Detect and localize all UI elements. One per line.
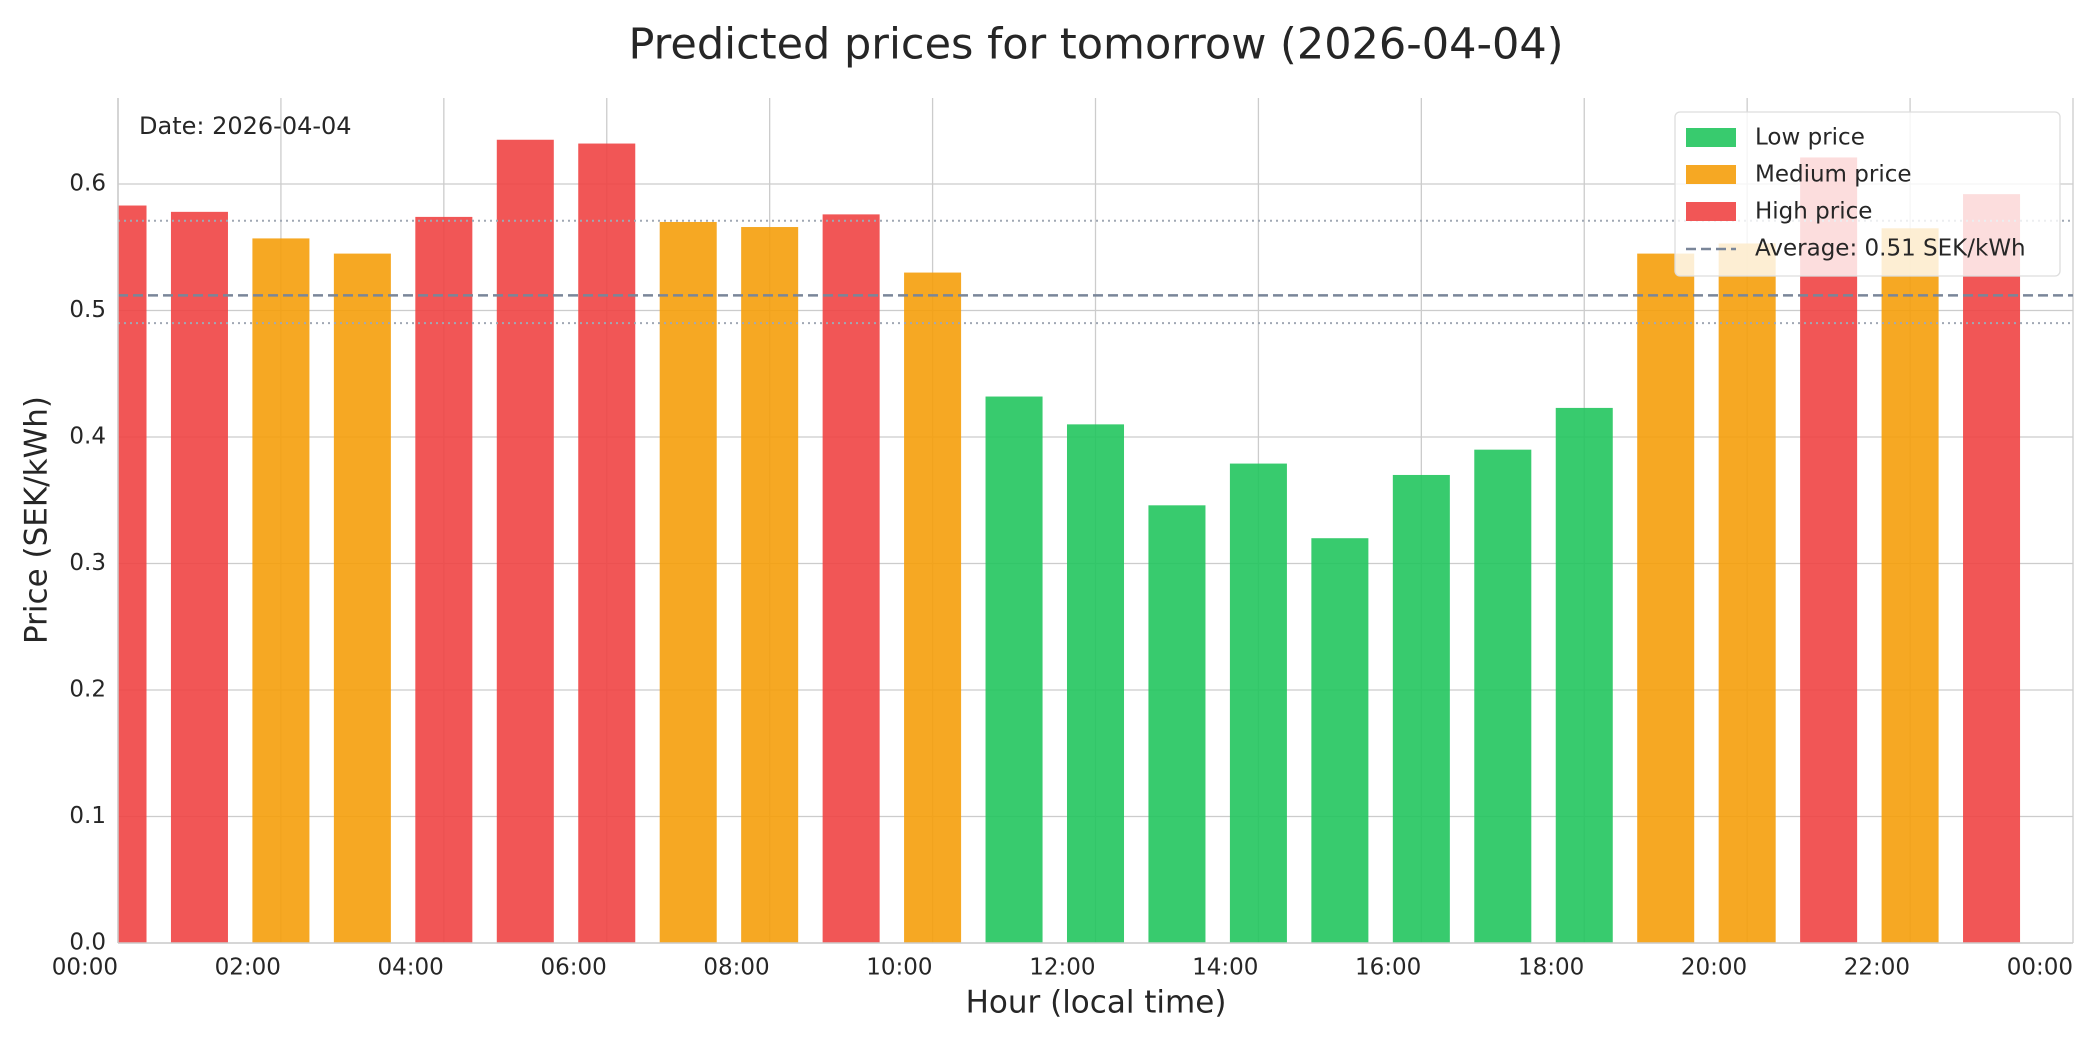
x-tick-label: 08:00 xyxy=(703,955,769,981)
x-tick-label: 20:00 xyxy=(1681,955,1747,981)
y-tick-label: 0.0 xyxy=(69,930,106,956)
bar xyxy=(1066,424,1125,943)
bar xyxy=(1474,449,1532,943)
x-tick-label: 06:00 xyxy=(540,955,606,981)
bar xyxy=(659,221,717,943)
bar xyxy=(741,227,799,943)
bar xyxy=(1881,228,1939,943)
bar xyxy=(1148,505,1206,943)
bar xyxy=(822,214,880,943)
y-tick-label: 0.4 xyxy=(69,424,106,450)
x-tick-label: 02:00 xyxy=(215,955,281,981)
bar xyxy=(252,238,310,943)
x-axis-label: Hour (local time) xyxy=(966,985,1227,1021)
legend-swatch xyxy=(1686,202,1736,221)
x-tick-label: 12:00 xyxy=(1029,955,1095,981)
legend-swatch xyxy=(1686,165,1736,184)
bar xyxy=(578,143,636,943)
y-tick-label: 0.3 xyxy=(69,550,106,576)
y-tick-label: 0.6 xyxy=(69,171,106,197)
x-tick-label: 04:00 xyxy=(378,955,444,981)
legend-label: High price xyxy=(1755,199,1872,225)
y-tick-label: 0.5 xyxy=(69,297,106,323)
bar xyxy=(333,253,391,943)
legend-box xyxy=(1674,111,2061,277)
x-tick-label: 22:00 xyxy=(1844,955,1910,981)
x-tick-label: 16:00 xyxy=(1355,955,1421,981)
x-tick-label: 18:00 xyxy=(1518,955,1584,981)
x-tick-label: 14:00 xyxy=(1192,955,1258,981)
bar xyxy=(118,205,147,943)
bar xyxy=(1392,474,1450,943)
bar xyxy=(1555,407,1613,943)
bar xyxy=(904,272,962,943)
x-tick-label: 00:00 xyxy=(52,955,118,981)
bar xyxy=(1718,243,1776,943)
y-tick-label: 0.2 xyxy=(69,677,106,703)
bar xyxy=(985,396,1043,943)
bar xyxy=(170,211,228,943)
bar xyxy=(496,139,554,943)
y-tick-label: 0.1 xyxy=(69,803,106,829)
y-axis-label: Price (SEK/kWh) xyxy=(19,396,55,644)
annotation: Date: 2026-04-04 xyxy=(139,112,352,140)
legend-swatch xyxy=(1686,128,1736,147)
chart-title: Predicted prices for tomorrow (2026-04-0… xyxy=(628,20,1563,70)
bar xyxy=(1311,538,1369,943)
bar xyxy=(415,216,473,943)
bar xyxy=(1800,157,1858,943)
bar xyxy=(1963,194,2021,943)
bar xyxy=(1637,253,1695,943)
x-tick-label: 00:00 xyxy=(2007,955,2073,981)
plot-area xyxy=(118,139,2073,943)
bar xyxy=(1229,463,1287,943)
legend-label: Medium price xyxy=(1755,162,1912,188)
legend-label: Low price xyxy=(1755,125,1865,151)
legend-label: Average: 0.51 SEK/kWh xyxy=(1755,236,2026,262)
x-tick-label: 10:00 xyxy=(866,955,932,981)
